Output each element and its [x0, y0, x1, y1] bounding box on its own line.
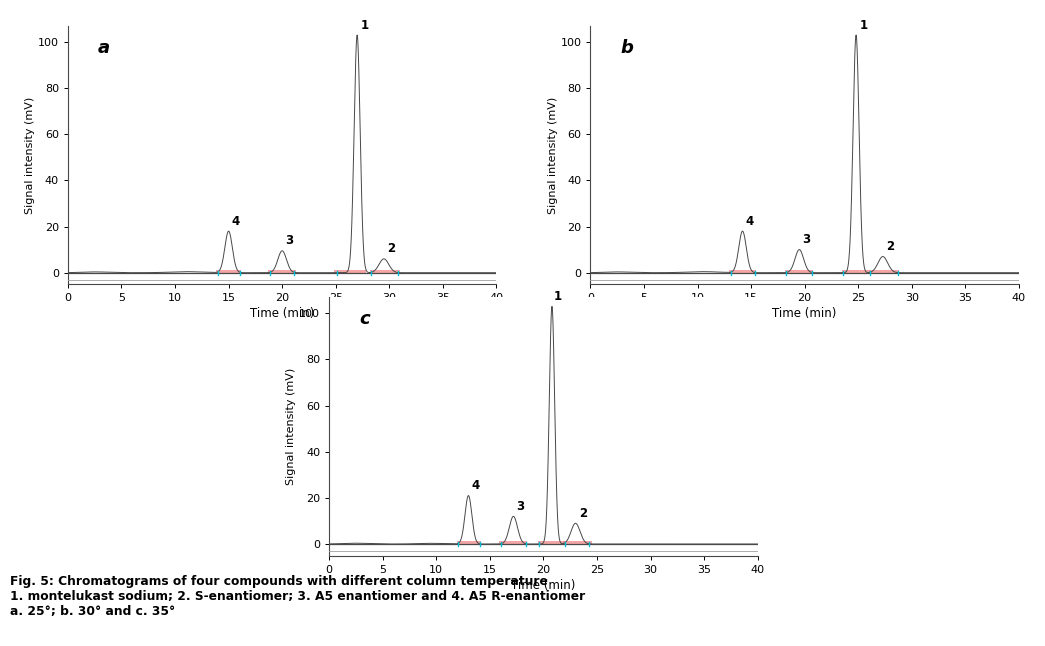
X-axis label: Time (min): Time (min)	[772, 307, 837, 320]
Text: 2: 2	[387, 242, 395, 255]
Y-axis label: Signal intensity (mV): Signal intensity (mV)	[25, 96, 36, 214]
Text: 1: 1	[554, 290, 562, 303]
Text: b: b	[621, 39, 633, 57]
X-axis label: Time (min): Time (min)	[250, 307, 315, 320]
Y-axis label: Signal intensity (mV): Signal intensity (mV)	[286, 368, 297, 485]
Y-axis label: Signal intensity (mV): Signal intensity (mV)	[548, 96, 558, 214]
Text: 1: 1	[361, 19, 369, 32]
Text: 4: 4	[746, 214, 754, 227]
Text: 1: 1	[859, 19, 867, 32]
Text: c: c	[359, 310, 370, 328]
Text: 2: 2	[579, 507, 587, 520]
Text: 4: 4	[232, 214, 240, 227]
Text: 3: 3	[285, 234, 294, 247]
Text: Fig. 5: Chromatograms of four compounds with different column temperature
1. mon: Fig. 5: Chromatograms of four compounds …	[10, 575, 585, 618]
Text: a: a	[98, 39, 110, 57]
X-axis label: Time (min): Time (min)	[511, 579, 576, 592]
Text: 3: 3	[803, 233, 811, 246]
Text: 3: 3	[516, 500, 525, 513]
Text: 2: 2	[886, 240, 895, 253]
Text: 4: 4	[471, 479, 480, 492]
